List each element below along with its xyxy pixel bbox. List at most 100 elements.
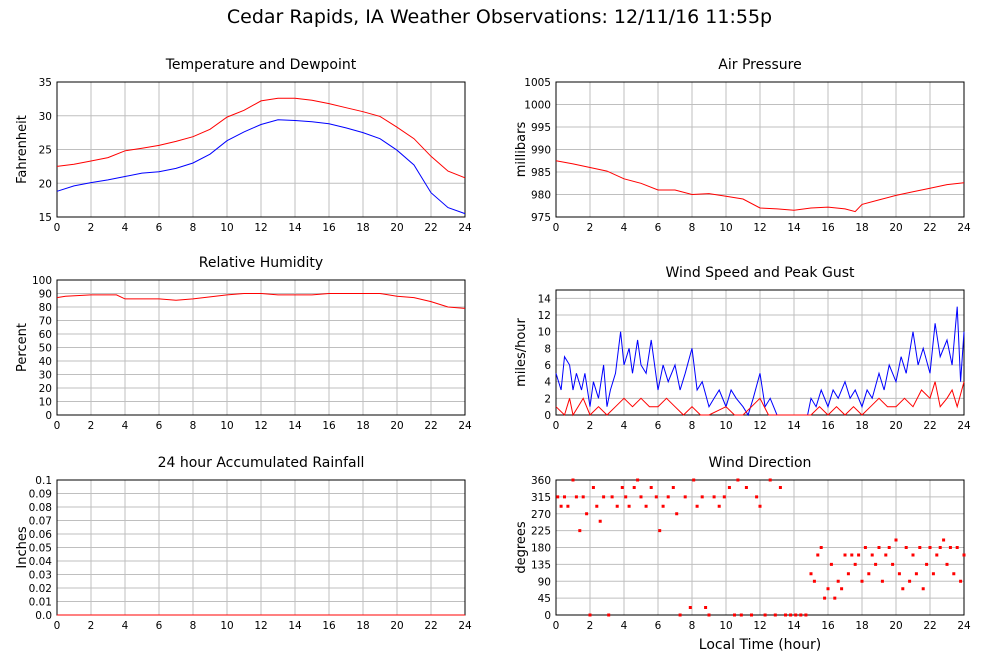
x-tick-label: 0: [553, 620, 560, 632]
wind-direction-point: [908, 579, 912, 583]
chart-panel: 0 2 4 6 8 10 12 14 16 18 20 22 240102030405060708090…: [15, 255, 472, 432]
x-tick-label: 20: [390, 620, 403, 632]
y-tick-label: 0.03: [29, 570, 52, 582]
wind-direction-point: [962, 553, 966, 557]
wind-direction-point: [880, 579, 884, 583]
y-tick-label: 4: [544, 377, 551, 389]
wind-direction-point: [739, 613, 743, 617]
x-tick-label: 16: [322, 420, 336, 432]
x-tick-label: 2: [88, 222, 95, 234]
y-axis-label: Fahrenheit: [15, 115, 30, 184]
y-tick-label: 0: [544, 410, 551, 422]
wind-direction-point: [928, 546, 932, 549]
x-tick-label: 8: [689, 420, 696, 432]
wind-direction-point: [654, 495, 658, 499]
x-tick-label: 22: [424, 620, 437, 632]
chart-panel: 0 2 4 6 8 10 12 14 16 18 20 22 249759809859909951000…: [514, 57, 971, 234]
x-tick-label: 4: [122, 420, 129, 432]
wind-direction-point: [615, 504, 619, 508]
x-tick-label: 6: [156, 620, 163, 632]
wind-direction-point: [688, 606, 692, 609]
y-tick-label: 8: [544, 343, 551, 355]
x-tick-label: 12: [753, 620, 766, 632]
wind-direction-point: [843, 553, 847, 557]
page-title: Cedar Rapids, IA Weather Observations: 1…: [226, 6, 773, 28]
x-tick-label: 24: [957, 420, 971, 432]
wind-direction-point: [789, 613, 793, 617]
series-line: [56, 293, 466, 309]
x-tick-label: 14: [787, 620, 801, 632]
wind-direction-point: [846, 572, 850, 576]
x-tick-label: 8: [190, 420, 197, 432]
x-tick-label: 22: [424, 222, 437, 234]
y-tick-label: 1005: [524, 77, 551, 89]
x-tick-label: 0: [553, 222, 560, 234]
chart-title: Wind Direction: [709, 455, 812, 471]
y-tick-label: 0.08: [29, 502, 52, 514]
series-line: [56, 97, 466, 179]
wind-direction-point: [897, 572, 901, 576]
y-tick-label: 225: [531, 526, 551, 538]
wind-direction-point: [607, 613, 611, 617]
x-tick-label: 14: [288, 620, 302, 632]
wind-direction-point: [563, 495, 566, 499]
wind-direction-point: [901, 587, 905, 591]
wind-direction-point: [794, 613, 798, 617]
x-tick-label: 4: [621, 222, 628, 234]
x-tick-label: 16: [322, 620, 336, 632]
wind-direction-point: [595, 504, 599, 508]
wind-direction-point: [938, 546, 942, 549]
x-tick-label: 8: [689, 222, 696, 234]
chart-title: 24 hour Accumulated Rainfall: [158, 455, 365, 471]
wind-direction-point: [636, 478, 640, 482]
wind-direction-point: [692, 478, 696, 482]
x-tick-label: 8: [190, 222, 197, 234]
x-tick-label: 16: [821, 420, 835, 432]
y-tick-label: 0.06: [29, 529, 53, 541]
wind-direction-point: [867, 572, 871, 576]
x-tick-label: 12: [254, 420, 267, 432]
series-line: [555, 160, 965, 213]
x-tick-label: 10: [719, 420, 732, 432]
wind-direction-point: [931, 572, 935, 576]
x-tick-label: 20: [889, 222, 902, 234]
wind-direction-point: [671, 486, 675, 489]
wind-direction-point: [877, 546, 881, 549]
wind-direction-point: [717, 504, 721, 508]
wind-direction-point: [763, 613, 767, 617]
wind-direction-point: [918, 546, 922, 549]
wind-direction-point: [556, 495, 560, 499]
chart-panel: 0 2 4 6 8 10 12 14 16 18 20 22 240459013518022527031…: [514, 455, 971, 653]
wind-direction-point: [819, 546, 823, 549]
wind-direction-point: [816, 553, 820, 557]
wind-direction-point: [666, 495, 670, 499]
wind-direction-point: [942, 538, 946, 542]
wind-direction-point: [948, 546, 952, 549]
y-tick-label: 45: [538, 593, 551, 605]
wind-direction-point: [578, 529, 582, 533]
chart-title: Wind Speed and Peak Gust: [666, 265, 855, 281]
wind-direction-point: [833, 596, 837, 600]
x-tick-label: 14: [787, 420, 801, 432]
x-tick-label: 6: [156, 420, 163, 432]
plot-frame: [56, 81, 466, 218]
x-tick-label: 20: [390, 420, 403, 432]
x-tick-label: 24: [957, 620, 971, 632]
chart-panel: 0 2 4 6 8 10 12 14 16 18 20 22 240.00.010.020.030.04…: [15, 455, 472, 632]
y-tick-label: 90: [538, 576, 551, 588]
x-tick-label: 4: [621, 420, 628, 432]
wind-direction-point: [836, 579, 840, 583]
y-tick-label: 20: [39, 383, 52, 395]
x-tick-label: 4: [122, 222, 129, 234]
wind-direction-point: [755, 495, 759, 499]
y-tick-label: 0.05: [29, 543, 52, 555]
wind-direction-point: [744, 486, 748, 489]
wind-direction-point: [675, 512, 679, 516]
wind-direction-point: [812, 579, 816, 583]
x-tick-label: 18: [356, 620, 369, 632]
wind-direction-point: [639, 495, 643, 499]
wind-direction-point: [700, 495, 704, 499]
y-tick-label: 15: [39, 212, 52, 224]
